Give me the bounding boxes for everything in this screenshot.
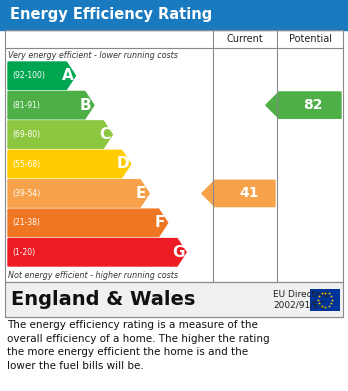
Polygon shape xyxy=(8,150,131,178)
Text: (1-20): (1-20) xyxy=(12,248,35,257)
Bar xyxy=(5,282,343,317)
Text: C: C xyxy=(99,127,110,142)
Polygon shape xyxy=(8,180,149,207)
Polygon shape xyxy=(8,121,112,148)
Text: Current: Current xyxy=(227,34,263,44)
Text: D: D xyxy=(117,156,129,172)
Text: (92-100): (92-100) xyxy=(12,71,45,80)
Polygon shape xyxy=(8,239,186,266)
Text: (81-91): (81-91) xyxy=(12,100,40,109)
Text: EU Directive: EU Directive xyxy=(273,290,329,299)
Text: (69-80): (69-80) xyxy=(12,130,40,139)
Text: Very energy efficient - lower running costs: Very energy efficient - lower running co… xyxy=(8,50,178,59)
Text: Potential: Potential xyxy=(288,34,332,44)
Bar xyxy=(5,30,343,282)
Polygon shape xyxy=(8,91,94,119)
Text: B: B xyxy=(80,98,92,113)
Text: (55-68): (55-68) xyxy=(12,160,40,169)
Polygon shape xyxy=(8,209,168,237)
Text: F: F xyxy=(155,215,165,230)
Bar xyxy=(0,0,348,30)
Text: G: G xyxy=(172,245,184,260)
Polygon shape xyxy=(202,180,275,206)
Text: Not energy efficient - higher running costs: Not energy efficient - higher running co… xyxy=(8,271,178,280)
Text: England & Wales: England & Wales xyxy=(11,290,195,309)
Polygon shape xyxy=(266,92,341,118)
Text: The energy efficiency rating is a measure of the
overall efficiency of a home. T: The energy efficiency rating is a measur… xyxy=(7,320,270,371)
Text: (39-54): (39-54) xyxy=(12,189,40,198)
Polygon shape xyxy=(8,62,76,90)
Text: 82: 82 xyxy=(303,98,323,112)
Text: 41: 41 xyxy=(239,187,259,201)
Text: 2002/91/EC: 2002/91/EC xyxy=(273,300,325,309)
Text: Energy Efficiency Rating: Energy Efficiency Rating xyxy=(10,7,212,23)
Text: A: A xyxy=(62,68,73,83)
Text: (21-38): (21-38) xyxy=(12,218,40,227)
Bar xyxy=(310,289,340,310)
Text: E: E xyxy=(136,186,147,201)
